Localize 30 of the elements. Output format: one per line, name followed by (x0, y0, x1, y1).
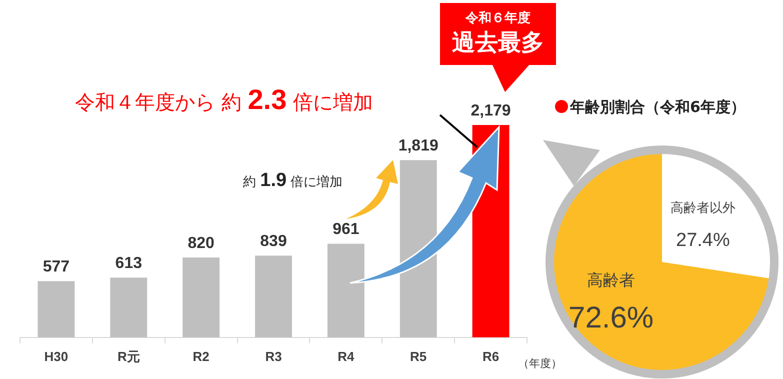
data-label: 613 (115, 255, 142, 272)
x-tick-label: R元 (117, 348, 140, 364)
x-tick-label: H30 (44, 348, 68, 364)
data-label: 839 (260, 233, 287, 250)
x-tick-label: R3 (265, 348, 282, 364)
data-label: 72.6% (568, 301, 654, 334)
x-tick-label: R2 (192, 348, 210, 364)
x-tick-label: R5 (410, 348, 427, 364)
chart-title: 年齢別割合（令和6年度） (570, 98, 746, 116)
bar (38, 281, 75, 338)
text: 令和６年度 (464, 10, 532, 27)
x-axis-title: （年度） (518, 356, 562, 371)
slice-label: 高齢者以外 (670, 200, 736, 216)
data-label: 27.4% (676, 230, 730, 252)
data-label: 1,819 (398, 138, 438, 154)
x-tick-label: R6 (482, 348, 500, 364)
bar (110, 278, 148, 338)
text: 過去最多 (451, 29, 545, 58)
bar (182, 257, 220, 338)
data-label: 820 (188, 234, 215, 252)
data-label: 2,179 (470, 102, 511, 120)
data-label: 961 (332, 221, 360, 238)
annotation: 約 1.9 倍に増加 (243, 170, 343, 191)
slice-label: 高齢者 (587, 270, 636, 290)
bar (400, 160, 437, 338)
bar (327, 244, 364, 338)
x-tick-label: R4 (338, 348, 356, 364)
data-label: 577 (42, 258, 70, 276)
bar (255, 256, 292, 338)
text: 令和４年度から 約 2.3 倍に増加 (75, 84, 374, 115)
